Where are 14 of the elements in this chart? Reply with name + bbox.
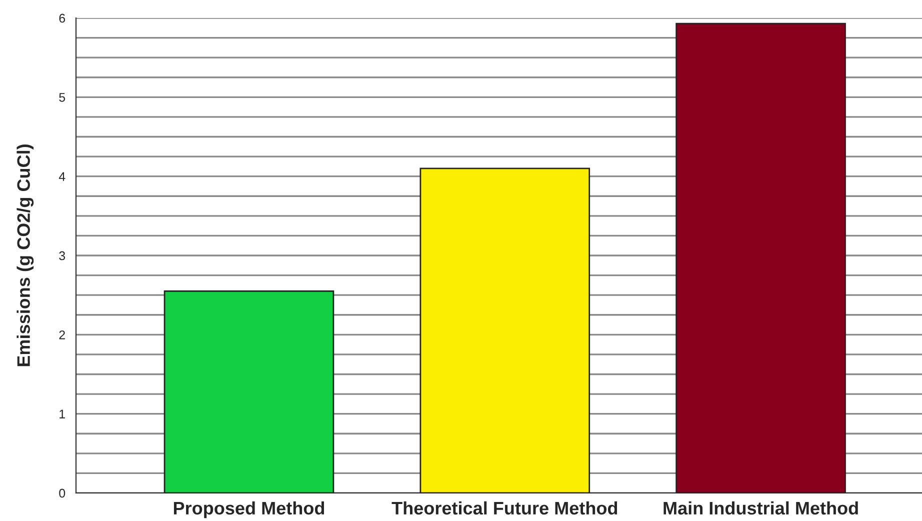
y-axis-title: Emissions (g CO2/g CuCl) (16, 144, 34, 366)
bar (676, 22, 846, 493)
y-tick-label: 6 (59, 14, 66, 23)
y-tick-label: 0 (59, 488, 66, 498)
y-tick-label: 3 (59, 251, 66, 260)
x-tick-label: Main Industrial Method (664, 501, 858, 515)
y-tick-label: 1 (60, 410, 65, 418)
bar (420, 168, 590, 493)
x-tick-label: Proposed Method (174, 501, 324, 518)
y-tick-label: 2 (59, 330, 65, 340)
bar (164, 290, 334, 493)
y-tick-label: 4 (58, 172, 66, 181)
y-tick-label: 5 (59, 93, 66, 102)
x-tick-label: Theoretical Future Method (392, 501, 618, 515)
